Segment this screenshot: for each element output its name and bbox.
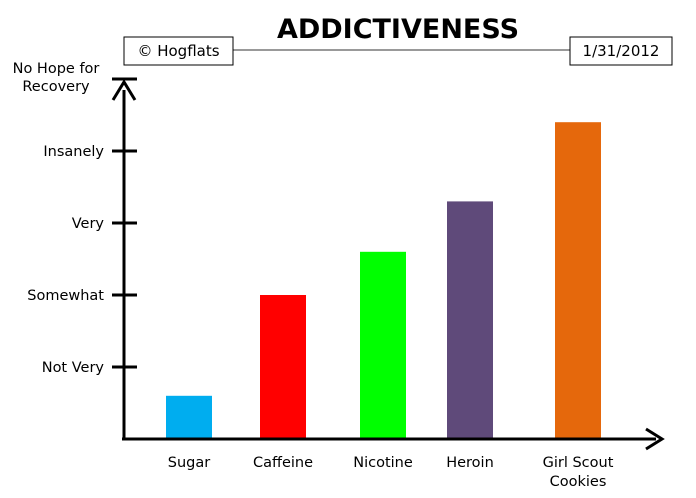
x-axis-arrowhead [645,427,665,451]
x-category-label: Sugar [168,455,210,471]
y-tick-label: Very [72,216,105,232]
bar [166,395,212,438]
bar [447,201,493,438]
y-tick-label: Somewhat [27,288,104,304]
date-box [569,36,673,66]
y-tick-label: Insanely [43,144,104,160]
y-ticks: Not Very Somewhat Very Insanely No Hope for R… [13,61,137,376]
bar [260,295,306,438]
y-tick-label: Recovery [22,79,90,95]
x-category-label: Caffeine [253,455,313,471]
y-tick-label: Not Very [42,360,105,376]
date-label: 1/31/2012 [583,42,660,60]
x-category-label: Girl Scout [543,455,614,471]
copyright-box [123,36,234,66]
bar [555,122,601,438]
chart-title: ADDICTIVENESS [277,14,519,45]
y-axis-arrowhead [111,79,137,101]
x-category-label: Nicotine [353,455,413,471]
y-tick-label: No Hope for [13,61,100,77]
x-category-label: Cookies [550,474,607,490]
category-labels: Sugar Caffeine Nicotine Heroin Girl Scout Coo… [168,455,614,490]
x-category-label: Heroin [446,455,494,471]
copyright-label: © Hogflats [137,42,219,60]
bar [360,251,406,438]
bars [166,122,601,438]
